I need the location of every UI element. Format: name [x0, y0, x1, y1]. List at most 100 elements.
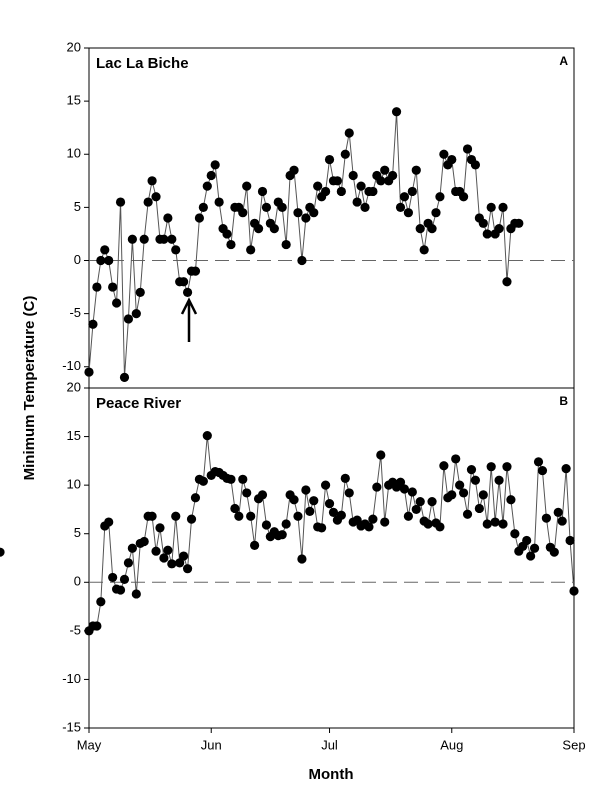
data-point [84, 367, 94, 377]
data-point [435, 522, 445, 532]
data-point [155, 523, 165, 533]
data-point [159, 553, 169, 563]
data-point [423, 519, 433, 529]
data-point [210, 160, 220, 170]
y-axis-label: Minimum Temperature (C) [21, 296, 38, 481]
data-point [297, 255, 307, 266]
y-tick-label: 0 [74, 252, 81, 267]
data-point [482, 519, 492, 529]
data-point [190, 266, 201, 276]
data-point [498, 202, 508, 212]
x-tick-label: Aug [440, 737, 463, 752]
data-point [451, 454, 461, 464]
data-point [427, 497, 437, 507]
data-point [96, 597, 106, 607]
data-point [376, 176, 386, 186]
y-tick-label: 15 [67, 93, 81, 108]
data-point [151, 192, 161, 202]
y-tick-label: 20 [67, 39, 81, 54]
arrow-annotation [180, 297, 198, 342]
data-point [171, 511, 181, 521]
data-point [462, 144, 473, 154]
data-point [115, 585, 126, 595]
data-point [115, 197, 126, 207]
y-tick-label: 15 [67, 428, 81, 443]
y-tick-label: 20 [67, 379, 81, 394]
x-tick-label: Jun [201, 737, 222, 752]
data-point [348, 170, 358, 181]
data-point [222, 229, 232, 239]
data-point [510, 529, 520, 539]
data-point [305, 506, 315, 516]
y-tick-label: -5 [69, 305, 81, 320]
data-point [108, 282, 118, 292]
data-point [439, 461, 449, 471]
data-point [182, 287, 193, 297]
data-point [261, 202, 272, 212]
data-point [364, 522, 374, 532]
data-point [470, 160, 481, 170]
data-point [372, 482, 382, 492]
data-point [261, 520, 272, 530]
data-point [439, 149, 449, 159]
data-point [332, 176, 343, 186]
data-point [482, 229, 492, 239]
data-point [242, 181, 252, 191]
data-point [340, 473, 350, 483]
data-point [100, 245, 110, 255]
data-point [407, 487, 417, 497]
data-point [234, 511, 244, 521]
data-point [466, 465, 477, 475]
data-point [328, 507, 339, 517]
data-point [135, 287, 145, 297]
data-point [368, 186, 378, 197]
y-tick-label: 10 [67, 477, 81, 492]
data-point [131, 309, 141, 319]
data-point [478, 490, 488, 500]
data-point [502, 462, 512, 472]
data-point [123, 314, 134, 324]
data-point [541, 513, 551, 523]
data-point [281, 519, 291, 529]
data-point [182, 564, 193, 574]
data-point [498, 519, 508, 529]
data-point [395, 477, 406, 487]
y-tick-label: 5 [74, 199, 81, 214]
data-point [494, 475, 504, 485]
data-point [324, 499, 335, 509]
data-point [490, 517, 500, 527]
data-point [301, 485, 311, 495]
data-point [238, 474, 248, 484]
data-point [147, 511, 157, 521]
data-point [522, 535, 532, 546]
data-point [458, 488, 469, 498]
data-point [388, 170, 398, 181]
data-point [214, 197, 224, 207]
data-point [167, 234, 177, 244]
data-point [486, 462, 496, 472]
data-point [462, 509, 473, 519]
data-point [186, 514, 197, 524]
y-tick-label: 0 [74, 574, 81, 589]
data-point [360, 202, 370, 212]
data-point [0, 547, 5, 557]
data-point [455, 480, 465, 490]
data-point [202, 181, 212, 191]
data-point [226, 239, 236, 250]
data-point [119, 574, 130, 584]
data-point [419, 245, 429, 255]
data-point [198, 476, 208, 486]
data-point [147, 176, 157, 186]
data-point [344, 488, 354, 498]
data-point [427, 224, 437, 234]
data-point [561, 464, 571, 474]
y-tick-label: 10 [67, 146, 81, 161]
data-point [376, 450, 386, 460]
data-point [88, 319, 98, 329]
data-point [139, 536, 149, 547]
data-point [257, 186, 268, 197]
data-point [565, 535, 575, 546]
data-point [309, 496, 319, 506]
y-tick-label: -10 [62, 358, 81, 373]
